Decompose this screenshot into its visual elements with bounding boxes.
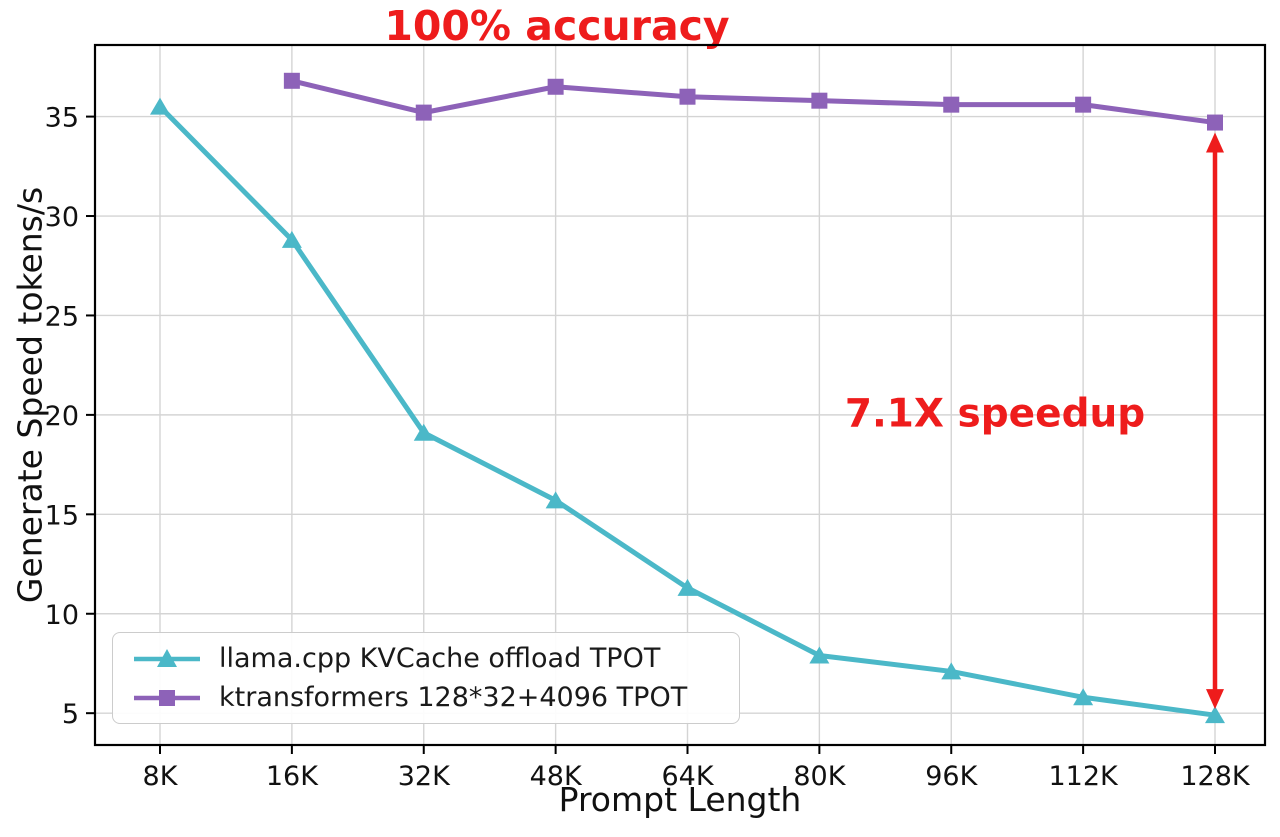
- square-marker: [1207, 114, 1223, 131]
- x-tick-label: 32K: [398, 761, 451, 792]
- square-marker: [415, 104, 432, 121]
- x-tick-label: 96K: [925, 761, 978, 792]
- triangle-marker: [150, 97, 170, 115]
- x-tick-label: 8K: [143, 761, 179, 792]
- speedup-annotation: 7.1X speedup: [844, 391, 1146, 437]
- square-marker-icon: [134, 689, 200, 706]
- accuracy-annotation: 100% accuracy: [384, 2, 730, 50]
- square-marker: [679, 88, 696, 105]
- triangle-marker: [281, 230, 302, 248]
- legend-label: llama.cpp KVCache offload TPOT: [219, 643, 661, 674]
- triangle-marker-icon: [134, 648, 200, 667]
- triangle-marker: [1073, 688, 1094, 706]
- y-tick-label: 35: [45, 103, 79, 134]
- y-tick-label: 5: [62, 699, 79, 730]
- square-marker: [283, 72, 300, 89]
- triangle-marker: [545, 491, 566, 509]
- series-line-1: [289, 78, 1218, 126]
- square-marker: [547, 78, 564, 95]
- triangle-marker: [677, 578, 698, 596]
- x-axis-label: Prompt Length: [558, 780, 802, 819]
- y-tick-label: 15: [45, 500, 79, 531]
- y-tick-label: 10: [45, 600, 79, 631]
- triangle-marker: [1205, 706, 1225, 724]
- x-tick-label: 64K: [661, 761, 714, 792]
- y-tick-label: 30: [45, 202, 79, 233]
- square-marker: [1075, 96, 1092, 113]
- speedup-arrowhead-top: [1206, 132, 1224, 153]
- legend-label: ktransformers 128*32+4096 TPOT: [219, 682, 688, 713]
- square-marker: [943, 96, 960, 113]
- y-tick-label: 25: [45, 301, 79, 332]
- x-tick-label: 128K: [1180, 761, 1251, 792]
- y-tick-label: 20: [45, 401, 79, 432]
- triangle-marker: [941, 662, 962, 680]
- speedup-arrowhead-bottom: [1206, 689, 1224, 710]
- square-marker: [811, 92, 828, 109]
- legend-item-llamacpp: llama.cpp KVCache offload TPOT: [131, 643, 721, 674]
- y-axis-label: Generate Speed tokens/s: [10, 186, 50, 604]
- triangle-marker: [809, 646, 830, 664]
- legend-item-ktransformers: ktransformers 128*32+4096 TPOT: [131, 682, 721, 713]
- x-tick-label: 16K: [266, 761, 319, 792]
- x-tick-label: 48K: [530, 761, 583, 792]
- triangle-marker: [413, 423, 434, 441]
- plot-border: [93, 43, 1267, 747]
- legend: llama.cpp KVCache offload TPOT ktransfor…: [112, 632, 740, 724]
- x-tick-label: 80K: [793, 761, 846, 792]
- x-tick-label: 112K: [1049, 761, 1120, 792]
